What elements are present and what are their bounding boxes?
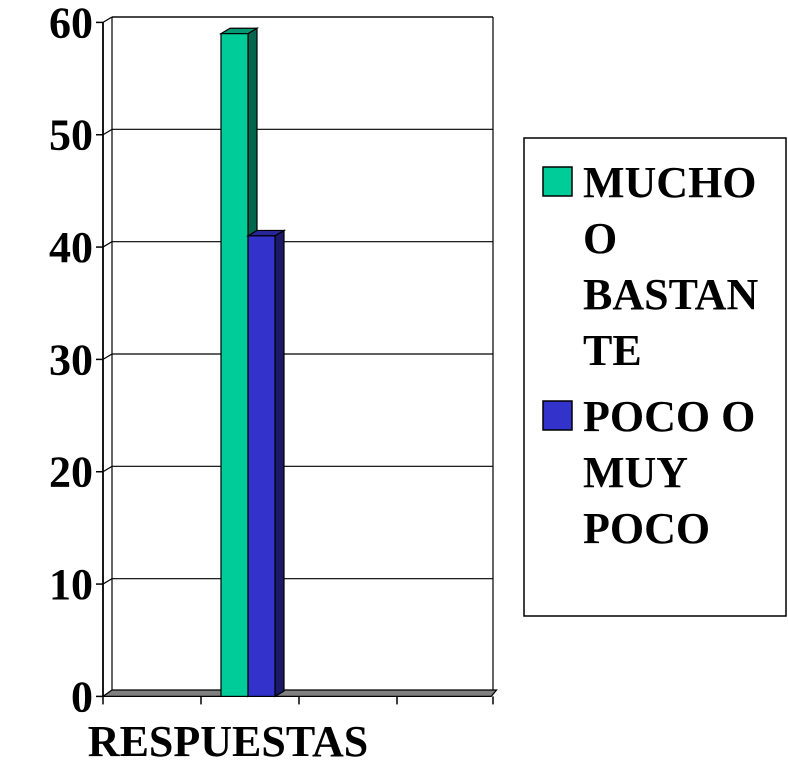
bar-poco-o-muy-poco [245,229,287,698]
legend-box [523,137,787,617]
x-axis-label: RESPUESTAS [88,717,368,763]
y-tick-label: 0 [71,672,93,721]
y-tick-labels: 0 10 20 30 40 50 60 [49,0,93,721]
legend-item-mucho-o-bastante: MUCHO O BASTAN TE [542,158,758,375]
legend-label: POCO O [583,392,755,441]
legend-swatch [542,400,573,431]
y-tick-label: 50 [49,111,93,160]
gridlines [102,16,493,585]
legend-label: MUCHO [583,158,757,207]
legend-label: O [583,214,617,263]
axes [96,16,498,705]
floor [101,689,498,698]
y-tick-label: 60 [49,0,93,47]
bars [218,27,287,698]
legend-label: MUY [583,448,688,497]
bar-side [274,229,285,698]
bar-front [247,235,276,698]
gridline-side [102,128,113,136]
legend: MUCHO O BASTAN TE POCO O MUY POCO [523,137,787,617]
legend-label: POCO [583,504,710,553]
gridline-side [102,241,113,248]
y-tick-label: 30 [49,335,93,384]
bar-front [220,33,249,697]
y-tick-label: 40 [49,223,93,272]
gridline-side [102,578,113,585]
legend-label: TE [583,326,642,375]
gridline-side [102,465,113,473]
legend-item-poco-o-muy-poco: POCO O MUY POCO [542,392,755,553]
legend-swatch [542,166,573,197]
legend-label: BASTAN [583,270,758,319]
y-tick-label: 10 [49,560,93,609]
gridline-side [102,353,113,360]
y-tick-label: 20 [49,448,93,497]
gridline-side [102,16,113,23]
